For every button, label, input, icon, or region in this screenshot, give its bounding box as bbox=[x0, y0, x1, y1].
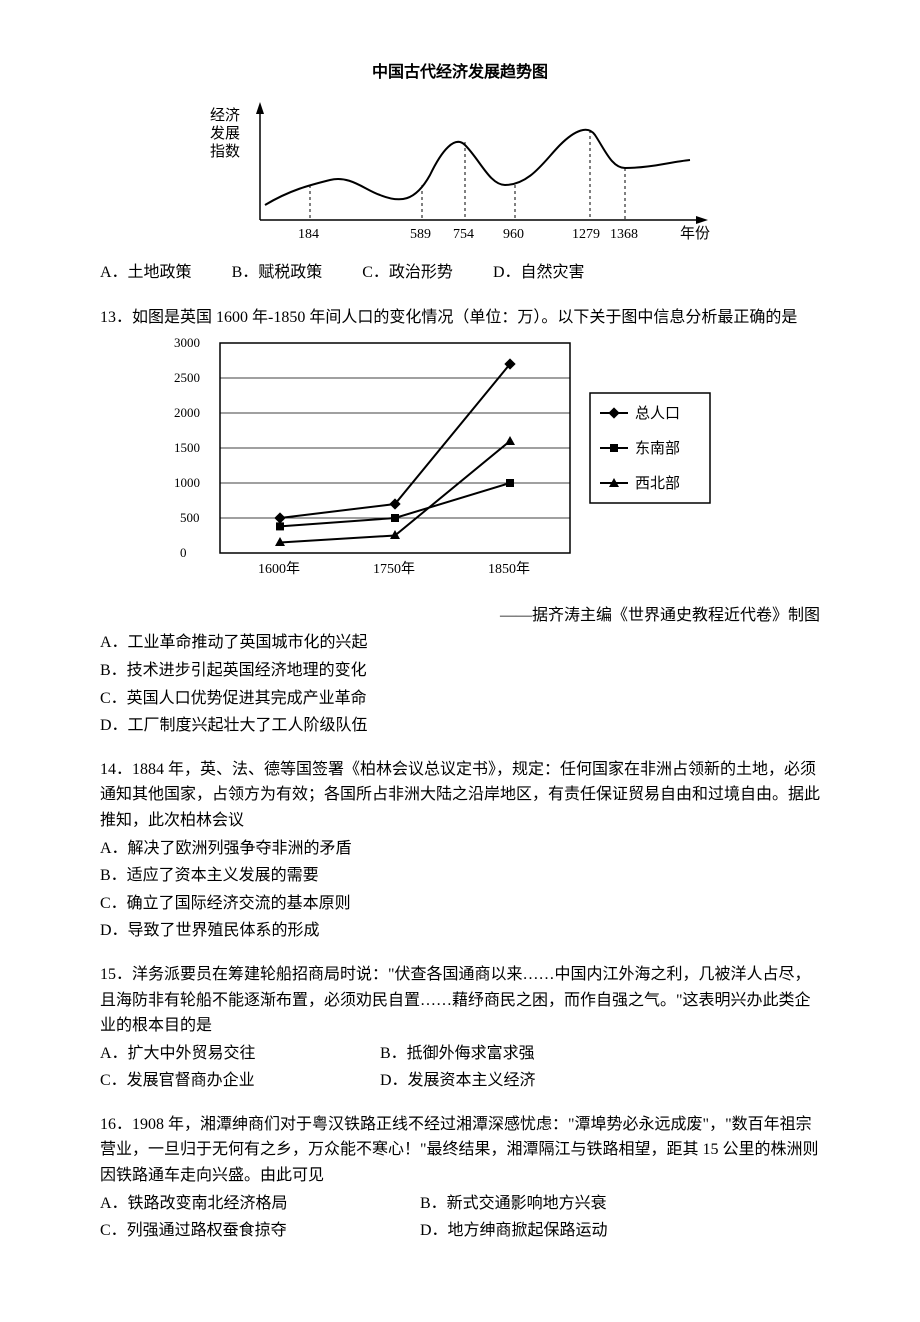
q13-opt-d: D．工厂制度兴起壮大了工人阶级队伍 bbox=[100, 713, 820, 739]
c1-xt1: 589 bbox=[410, 227, 431, 242]
svg-text:1000: 1000 bbox=[174, 475, 200, 490]
q14-opt-a: A．解决了欧洲列强争夺非洲的矛盾 bbox=[100, 836, 820, 862]
q13-opt-a: A．工业革命推动了英国城市化的兴起 bbox=[100, 630, 820, 656]
svg-text:1600年: 1600年 bbox=[258, 561, 300, 577]
svg-text:2000: 2000 bbox=[174, 405, 200, 420]
chart1-ylabel3: 指数 bbox=[210, 143, 240, 160]
svg-text:东南部: 东南部 bbox=[635, 440, 680, 457]
q13-opt-b: B．技术进步引起英国经济地理的变化 bbox=[100, 658, 820, 684]
q13-opt-c: C．英国人口优势促进其完成产业革命 bbox=[100, 686, 820, 712]
q15-opt-b: B．抵御外侮求富求强 bbox=[380, 1041, 820, 1067]
c1-xt2: 754 bbox=[453, 227, 474, 242]
svg-text:总人口: 总人口 bbox=[635, 405, 680, 422]
q12-opt-b: B．赋税政策 bbox=[232, 260, 323, 286]
q13-stem: 如图是英国 1600 年-1850 年间人口的变化情况（单位：万）。以下关于图中… bbox=[132, 309, 797, 326]
q15-opt-d: D．发展资本主义经济 bbox=[380, 1068, 820, 1094]
q15-opt-a: A．扩大中外贸易交往 bbox=[100, 1041, 380, 1067]
c1-xt5: 1368 bbox=[610, 227, 638, 242]
svg-text:1750年: 1750年 bbox=[373, 561, 415, 577]
q14-num: 14． bbox=[100, 761, 132, 778]
q12-opt-d: D．自然灾害 bbox=[493, 260, 585, 286]
q16-opt-b: B．新式交通影响地方兴衰 bbox=[420, 1191, 820, 1217]
q14-opt-b: B．适应了资本主义发展的需要 bbox=[100, 863, 820, 889]
c1-xt0: 184 bbox=[298, 227, 319, 242]
q14-opt-c: C．确立了国际经济交流的基本原则 bbox=[100, 891, 820, 917]
chart1-ylabel2: 发展 bbox=[210, 125, 240, 142]
svg-text:3000: 3000 bbox=[174, 335, 200, 350]
chart1-ylabel1: 经济 bbox=[210, 107, 240, 124]
q12-options: A．土地政策 B．赋税政策 C．政治形势 D．自然灾害 bbox=[100, 260, 820, 286]
q12-opt-a: A．土地政策 bbox=[100, 260, 192, 286]
q16-opt-c: C．列强通过路权蚕食掠夺 bbox=[100, 1218, 420, 1244]
svg-text:2500: 2500 bbox=[174, 370, 200, 385]
svg-text:1850年: 1850年 bbox=[488, 561, 530, 577]
svg-text:0: 0 bbox=[180, 545, 187, 560]
q16-stem: 1908 年，湘潭绅商们对于粤汉铁路正线不经过湘潭深感忧虑："潭埠势必永远成废"… bbox=[100, 1116, 819, 1184]
q14-opt-d: D．导致了世界殖民体系的形成 bbox=[100, 918, 820, 944]
q14: 14．1884 年，英、法、德等国签署《柏林会议总议定书》，规定：任何国家在非洲… bbox=[100, 757, 820, 944]
q15: 15．洋务派要员在筹建轮船招商局时说："伏查各国通商以来……中国内江外海之利，几… bbox=[100, 962, 820, 1094]
q12-opt-c: C．政治形势 bbox=[362, 260, 453, 286]
svg-text:1500: 1500 bbox=[174, 440, 200, 455]
q16: 16．1908 年，湘潭绅商们对于粤汉铁路正线不经过湘潭深感忧虑："潭埠势必永远… bbox=[100, 1112, 820, 1244]
q13: 13．如图是英国 1600 年-1850 年间人口的变化情况（单位：万）。以下关… bbox=[100, 305, 820, 739]
chart2-svg: 0 500 1000 1500 2000 2500 3000 1600年 175… bbox=[160, 333, 720, 593]
q15-stem: 洋务派要员在筹建轮船招商局时说："伏查各国通商以来……中国内江外海之利，几被洋人… bbox=[100, 966, 811, 1034]
q14-stem: 1884 年，英、法、德等国签署《柏林会议总议定书》，规定：任何国家在非洲占领新… bbox=[100, 761, 820, 829]
svg-text:500: 500 bbox=[180, 510, 200, 525]
c1-xlabel: 年份 bbox=[680, 225, 710, 242]
chart1-svg: 经济 发展 指数 184 589 754 960 1279 1368 年份 bbox=[180, 90, 740, 250]
q15-num: 15． bbox=[100, 966, 132, 983]
c1-xt4: 1279 bbox=[572, 227, 600, 242]
q13-source: ——据齐涛主编《世界通史教程近代卷》制图 bbox=[100, 603, 820, 629]
q13-num: 13． bbox=[100, 309, 132, 326]
svg-text:西北部: 西北部 bbox=[635, 475, 680, 492]
q16-opt-a: A．铁路改变南北经济格局 bbox=[100, 1191, 420, 1217]
c1-xt3: 960 bbox=[503, 227, 524, 242]
q16-opt-d: D．地方绅商掀起保路运动 bbox=[420, 1218, 820, 1244]
q16-num: 16． bbox=[100, 1116, 132, 1133]
chart1-title: 中国古代经济发展趋势图 bbox=[100, 60, 820, 86]
q15-opt-c: C．发展官督商办企业 bbox=[100, 1068, 380, 1094]
